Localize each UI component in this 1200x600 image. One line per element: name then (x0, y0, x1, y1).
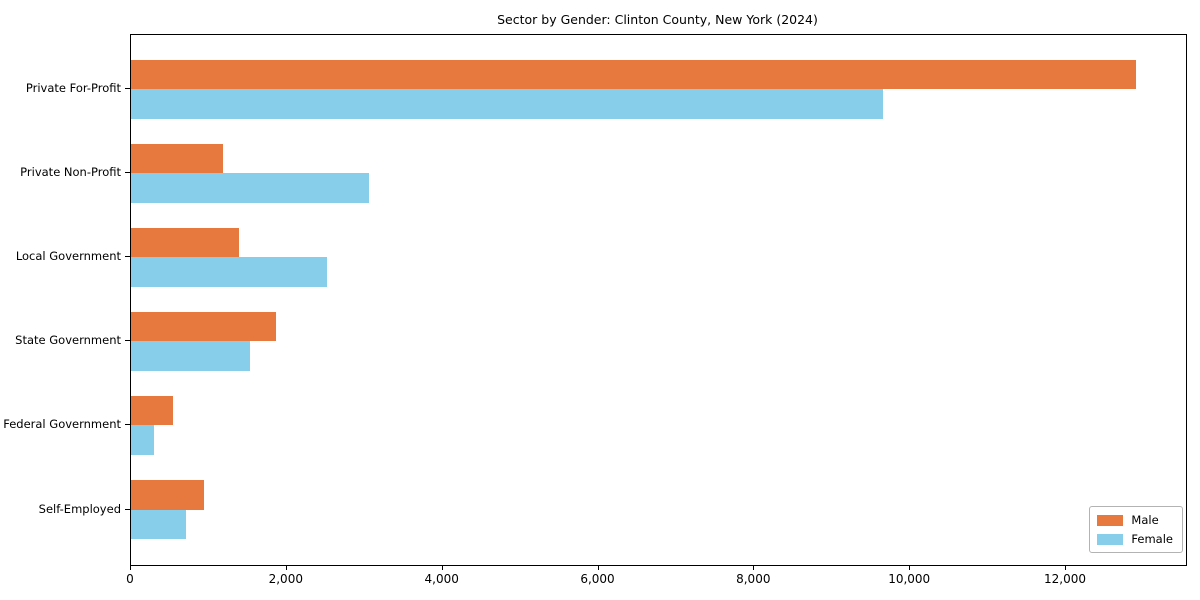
bar-male-1 (131, 143, 223, 174)
x-tick-mark-0 (130, 565, 131, 570)
x-tick-label-2: 4,000 (424, 572, 459, 586)
x-tick-label-6: 12,000 (1044, 572, 1086, 586)
y-axis-label-0: Private For-Profit (25, 81, 121, 95)
legend-label-male: Male (1131, 513, 1159, 527)
bar-female-1 (131, 173, 369, 203)
bar-female-4 (131, 425, 154, 455)
y-tick-mark-1 (125, 172, 130, 174)
x-tick-label-4: 8,000 (736, 572, 771, 586)
bar-male-5 (131, 480, 204, 510)
x-tick-mark-5 (909, 565, 911, 570)
legend: Male Female (1089, 506, 1183, 553)
y-axis-label-4: Federal Government (3, 417, 121, 432)
y-tick-mark-4 (125, 424, 130, 426)
bar-male-4 (131, 395, 174, 426)
y-tick-mark-5 (125, 508, 130, 510)
legend-label-female: Female (1131, 532, 1173, 546)
plot-area: Male Female (130, 34, 1187, 566)
y-axis-label-3: State Government (15, 333, 121, 348)
y-axis-label-2: Local Government (15, 249, 121, 264)
x-tick-label-3: 6,000 (580, 572, 615, 586)
x-tick-mark-3 (597, 565, 599, 570)
x-tick-label-5: 10,000 (888, 572, 931, 586)
x-tick-mark-4 (753, 565, 755, 570)
legend-item-male: Male (1097, 513, 1173, 527)
bar-male-2 (131, 227, 240, 258)
bar-female-5 (131, 509, 187, 539)
bar-female-2 (131, 257, 328, 287)
y-axis-label-5: Self-Employed (38, 501, 121, 516)
y-tick-mark-0 (125, 88, 130, 89)
legend-item-female: Female (1097, 532, 1173, 546)
y-tick-mark-2 (125, 256, 130, 258)
x-tick-mark-1 (285, 565, 287, 570)
bar-male-0 (131, 59, 1137, 89)
x-tick-label-0: 0 (126, 572, 134, 586)
bar-female-3 (131, 341, 251, 371)
y-tick-mark-3 (125, 340, 130, 342)
chart-title: Sector by Gender: Clinton County, New Yo… (497, 12, 818, 27)
x-tick-mark-6 (1065, 565, 1066, 570)
x-tick-mark-2 (441, 565, 443, 570)
y-axis-label-1: Private Non-Profit (20, 165, 121, 180)
bar-female-0 (131, 89, 883, 119)
legend-swatch-female (1097, 533, 1124, 545)
x-tick-label-1: 2,000 (268, 572, 303, 586)
legend-swatch-male (1097, 514, 1124, 526)
bar-male-3 (131, 311, 276, 342)
